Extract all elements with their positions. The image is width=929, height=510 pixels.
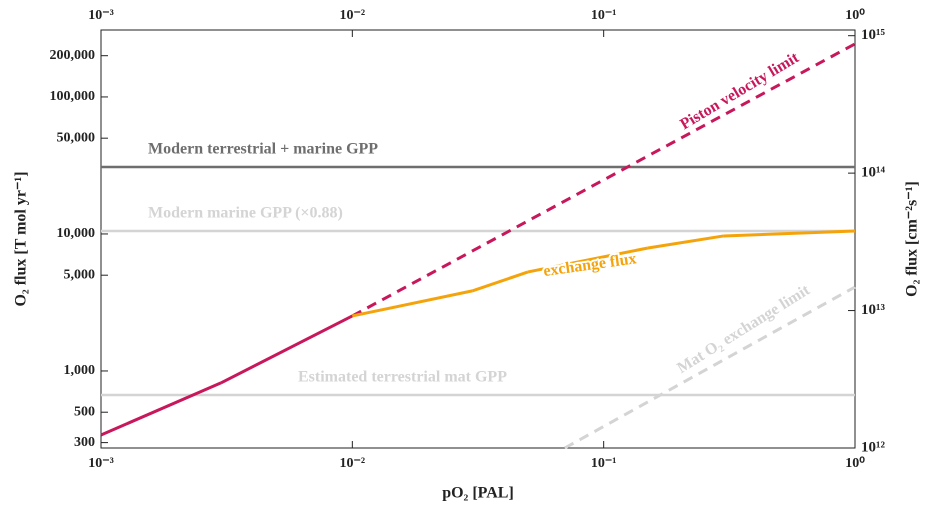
line-segment	[220, 314, 354, 385]
y-tick-label: 500	[74, 404, 95, 419]
y2-tick-label: 10¹⁵	[861, 27, 885, 43]
reference-label: Estimated terrestrial mat GPP	[298, 369, 507, 386]
y-axis-title: O₂ flux [T mol yr⁻¹]	[13, 171, 30, 306]
x-tick-label: 10⁻²	[340, 456, 366, 471]
line-segment	[647, 234, 724, 250]
x-top-tick-label: 10⁻¹	[591, 8, 617, 23]
y2-tick-label: 10¹³	[861, 302, 885, 318]
line-segment	[100, 381, 222, 437]
y-tick-label: 300	[74, 435, 95, 450]
y-tick-label: 1,000	[64, 363, 96, 378]
reference-label: Modern marine GPP (×0.88)	[148, 205, 343, 222]
line-segment	[527, 246, 649, 274]
y2-axis-title: O₂ flux [cm⁻²s⁻¹]	[904, 181, 921, 297]
reference-label: Modern terrestrial + marine GPP	[148, 141, 378, 158]
line-segment	[352, 289, 473, 318]
y-tick-label: 5,000	[64, 267, 96, 282]
series-label: exchange flux	[542, 250, 637, 280]
line-segment	[723, 229, 856, 238]
plot-frame	[100, 29, 856, 449]
line-segment	[471, 270, 529, 293]
series-label: Mat O₂ exchange limit	[674, 281, 813, 377]
x-axis-title: pO₂ [PAL]	[442, 485, 514, 502]
line-segment	[351, 42, 856, 318]
y-tick-label: 200,000	[50, 48, 96, 63]
x-top-tick-label: 10⁻²	[340, 8, 366, 23]
y2-tick-label: 10¹²	[861, 439, 885, 455]
x-top-tick-label: 10⁻³	[88, 8, 114, 23]
y2-tick-label: 10¹⁴	[861, 165, 885, 181]
x-tick-label: 10⁰	[845, 456, 865, 471]
y-tick-label: 10,000	[57, 226, 96, 241]
x-top-tick-label: 10⁰	[845, 8, 865, 23]
line-segment	[564, 285, 856, 450]
y-tick-label: 100,000	[50, 89, 96, 104]
x-tick-label: 10⁻¹	[591, 456, 617, 471]
series-label: Piston velocity limit	[677, 49, 802, 133]
y-tick-label: 50,000	[57, 130, 96, 145]
x-tick-label: 10⁻³	[88, 456, 114, 471]
